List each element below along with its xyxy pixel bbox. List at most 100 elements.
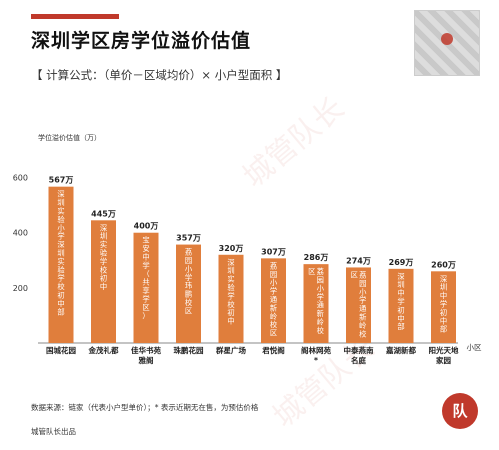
bar-school-char: 学 xyxy=(359,296,366,305)
bar-school-char: 圳 xyxy=(57,248,64,257)
bar-school-char: ） xyxy=(142,311,149,320)
bar-school-char: 校 xyxy=(270,320,278,329)
bar-school-char: 校 xyxy=(317,326,325,335)
x-tick-label: 阁林网苑 xyxy=(301,345,331,355)
title-accent-bar xyxy=(31,14,119,19)
bar-school-char: 共 xyxy=(142,278,149,287)
x-axis-label: 小区 xyxy=(467,343,482,352)
x-tick-label: 国城花园 xyxy=(46,345,76,355)
bar-school-char: 中 xyxy=(227,317,234,326)
x-tick-label: 群星广场 xyxy=(215,345,246,355)
bar-school-char: 区 xyxy=(308,267,315,276)
bar-school-char: 通 xyxy=(317,301,325,310)
bar-school-char: 学 xyxy=(57,274,64,283)
data-label: 567万 xyxy=(49,176,74,185)
watermark-text: 城管队长 xyxy=(237,91,351,195)
bar-school-char: 岭 xyxy=(317,318,324,327)
bar-school-char: 宝 xyxy=(142,236,149,245)
bar-school-char: 区 xyxy=(351,270,358,279)
data-label: 269万 xyxy=(389,258,414,267)
data-label: 307万 xyxy=(261,247,286,256)
bar-school-char: 岭 xyxy=(359,321,366,330)
bar-school-char: 实 xyxy=(227,275,234,284)
bar-school-char: 深 xyxy=(57,240,64,249)
data-source-note: 数据来源：链家（代表小户型单价）；* 表示近期无在售，为预估价格 xyxy=(31,403,259,412)
bar xyxy=(218,254,244,343)
bar-school-char: 圳 xyxy=(227,266,234,275)
bar-school-char: 学 xyxy=(57,232,64,241)
bar-school-char: 深 xyxy=(227,258,234,267)
y-tick-label: 200 xyxy=(13,284,28,293)
bar-school-char: 中 xyxy=(100,282,107,291)
bar-school-char: 中 xyxy=(397,314,404,323)
bar-school-char: 通 xyxy=(270,295,278,304)
data-label: 445万 xyxy=(91,209,116,218)
bar-school-char: 小 xyxy=(317,284,325,293)
bar-school-char: 校 xyxy=(57,282,65,291)
x-tick-label: * xyxy=(314,356,318,365)
bar-school-char: 圳 xyxy=(440,283,447,292)
x-tick-label: 佳华书苑 xyxy=(131,345,161,355)
bar-school-char: 享 xyxy=(142,286,149,295)
bar-school-char: 圳 xyxy=(100,232,107,241)
bar xyxy=(388,268,414,343)
x-tick-label: 雅阁 xyxy=(139,355,154,365)
data-label: 274万 xyxy=(346,256,371,265)
bar-school-char: 实 xyxy=(57,257,64,266)
bar-school-char: 校 xyxy=(227,300,235,309)
bar-school-char: 验 xyxy=(100,249,108,258)
bar-school-char: 学 xyxy=(142,261,149,270)
x-tick-label: 珠鹏花园 xyxy=(174,345,204,355)
bar-school-char: 部 xyxy=(397,322,404,331)
brand-logo: 队 xyxy=(442,393,478,429)
bar-school-char: 中 xyxy=(397,289,404,298)
bar-school-char: 部 xyxy=(57,307,64,316)
data-label: 260万 xyxy=(431,260,456,269)
bar xyxy=(303,264,329,343)
bar-school-char: 学 xyxy=(100,257,107,266)
bar-school-char: 验 xyxy=(57,215,65,224)
bar-school-char: 学 xyxy=(142,295,149,304)
bar-school-char: 安 xyxy=(142,244,149,253)
bar-school-char: 深 xyxy=(440,274,447,283)
bar-school-char: 校 xyxy=(100,265,108,274)
y-tick-label: 400 xyxy=(13,229,28,238)
bar-school-char: 学 xyxy=(185,273,192,282)
bar-school-char: 学 xyxy=(397,297,404,306)
x-tick-label: 君悦阁 xyxy=(261,345,285,355)
bar-school-char: 深 xyxy=(57,190,64,199)
bar-school-char: 深 xyxy=(397,272,404,281)
data-label: 400万 xyxy=(134,222,159,231)
data-label: 320万 xyxy=(219,244,244,253)
bar-school-char: 初 xyxy=(100,274,107,283)
bar-school-char: 鹏 xyxy=(185,290,192,299)
bar-school-char: 初 xyxy=(57,290,64,299)
qr-code-icon xyxy=(414,10,480,76)
bar-school-char: 岭 xyxy=(270,312,277,321)
bar-school-char: 通 xyxy=(359,304,367,313)
bar-school-char: 学 xyxy=(270,287,277,296)
bar-school-char: 新 xyxy=(270,303,277,312)
bar-school-char: 部 xyxy=(440,325,447,334)
x-tick-label: 中泰燕南 xyxy=(344,345,374,355)
page-title: 深圳学区房学位溢价估值 xyxy=(31,30,252,52)
bar-school-char: 中 xyxy=(142,253,149,262)
bar-school-char: 小 xyxy=(270,278,278,287)
bar xyxy=(431,271,456,343)
x-tick-label: 嘉湖新都 xyxy=(385,345,416,355)
bar-school-char: 圳 xyxy=(57,198,64,207)
bar-school-char: 玮 xyxy=(185,281,192,290)
bar xyxy=(91,220,116,343)
bar-school-char: （ xyxy=(142,269,149,278)
bar-school-char: 园 xyxy=(317,276,324,285)
bar-school-char: 初 xyxy=(440,308,447,317)
bar xyxy=(133,232,159,343)
x-tick-label: 名庭 xyxy=(351,355,366,365)
bar-school-char: 荔 xyxy=(359,270,366,279)
credit-text: 城管队长出品 xyxy=(31,427,76,436)
bar-school-char: 中 xyxy=(57,299,64,308)
bar-school-char: 学 xyxy=(227,291,234,300)
bar-school-char: 学 xyxy=(317,292,324,301)
bar-school-char: 新 xyxy=(359,312,366,321)
